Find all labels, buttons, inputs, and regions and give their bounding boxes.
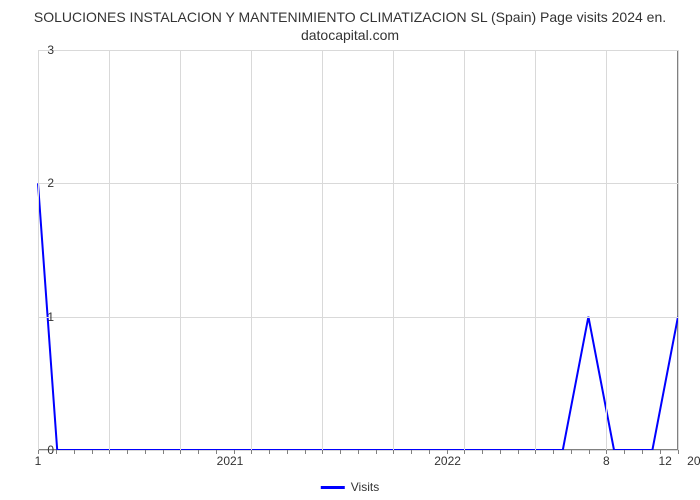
- legend: Visits: [321, 480, 379, 494]
- x-minor-tick: [305, 450, 306, 454]
- chart-container: SOLUCIONES INSTALACION Y MANTENIMIENTO C…: [0, 0, 700, 500]
- x-minor-tick: [500, 450, 501, 454]
- x-minor-tick: [642, 450, 643, 454]
- x-end-label: 12: [659, 454, 672, 468]
- grid-line-v: [464, 50, 465, 450]
- x-minor-tick: [482, 450, 483, 454]
- grid-line-v: [322, 50, 323, 450]
- x-minor-tick: [624, 450, 625, 454]
- x-minor-tick: [92, 450, 93, 454]
- plot-area: [38, 50, 678, 450]
- x-minor-tick: [109, 450, 110, 454]
- title-line2: datocapital.com: [301, 27, 399, 43]
- x-minor-tick: [56, 450, 57, 454]
- grid-line-v: [678, 50, 679, 450]
- chart-title: SOLUCIONES INSTALACION Y MANTENIMIENTO C…: [0, 0, 700, 44]
- grid-line-v: [393, 50, 394, 450]
- grid-line-v: [606, 50, 607, 450]
- x-end-label: 8: [603, 454, 610, 468]
- y-tick-label: 2: [40, 176, 54, 190]
- legend-label: Visits: [351, 480, 379, 494]
- x-end-label: 1: [35, 454, 42, 468]
- x-minor-tick: [127, 450, 128, 454]
- title-line1: SOLUCIONES INSTALACION Y MANTENIMIENTO C…: [34, 9, 666, 25]
- x-minor-tick: [180, 450, 181, 454]
- x-major-label: 2021: [217, 454, 244, 468]
- x-minor-tick: [589, 450, 590, 454]
- x-minor-tick: [340, 450, 341, 454]
- x-minor-tick: [287, 450, 288, 454]
- x-minor-tick: [571, 450, 572, 454]
- grid-line-v: [535, 50, 536, 450]
- x-minor-tick: [535, 450, 536, 454]
- grid-line-v: [180, 50, 181, 450]
- y-tick-label: 0: [40, 443, 54, 457]
- x-minor-tick: [411, 450, 412, 454]
- x-minor-tick: [163, 450, 164, 454]
- y-tick-label: 1: [40, 310, 54, 324]
- x-minor-tick: [322, 450, 323, 454]
- grid-line-v: [251, 50, 252, 450]
- x-minor-tick: [251, 450, 252, 454]
- line-series: [38, 50, 678, 450]
- x-minor-tick: [429, 450, 430, 454]
- x-minor-tick: [358, 450, 359, 454]
- grid-line-h: [38, 50, 678, 51]
- x-major-label: 2022: [434, 454, 461, 468]
- x-minor-tick: [376, 450, 377, 454]
- grid-line-h: [38, 183, 678, 184]
- x-minor-tick: [269, 450, 270, 454]
- x-minor-tick: [393, 450, 394, 454]
- x-minor-tick: [145, 450, 146, 454]
- x-minor-tick: [553, 450, 554, 454]
- legend-swatch: [321, 486, 345, 489]
- grid-line-v: [109, 50, 110, 450]
- x-minor-tick: [678, 450, 679, 454]
- grid-line-v: [38, 50, 39, 450]
- y-tick-label: 3: [40, 43, 54, 57]
- x-end-label: 202: [687, 454, 700, 468]
- x-minor-tick: [518, 450, 519, 454]
- x-minor-tick: [464, 450, 465, 454]
- grid-line-h: [38, 317, 678, 318]
- x-minor-tick: [198, 450, 199, 454]
- x-minor-tick: [74, 450, 75, 454]
